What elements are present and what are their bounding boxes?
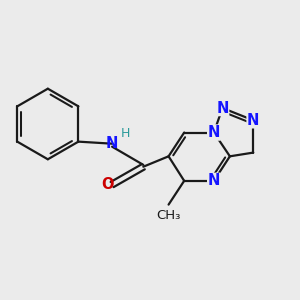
Text: N: N <box>208 125 220 140</box>
Text: O: O <box>101 177 114 192</box>
Text: N: N <box>208 173 220 188</box>
Text: H: H <box>120 127 130 140</box>
Text: N: N <box>216 100 229 116</box>
Text: N: N <box>106 136 118 151</box>
Text: CH₃: CH₃ <box>156 209 181 222</box>
Text: N: N <box>247 113 260 128</box>
